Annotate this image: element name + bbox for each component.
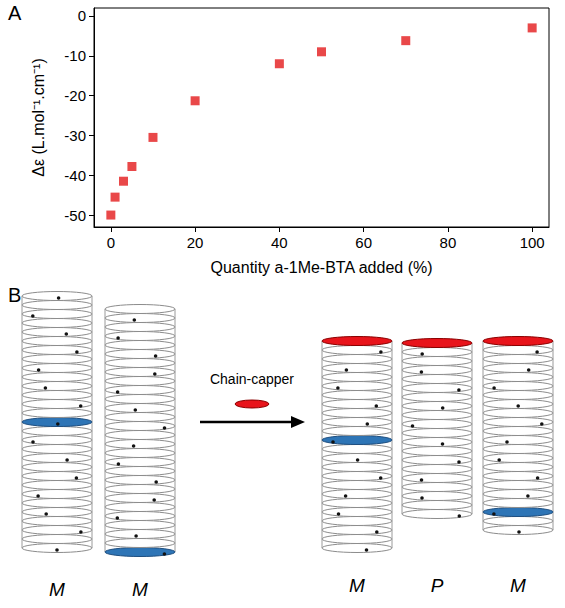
svg-text:0: 0 [78,7,86,24]
svg-text:P: P [431,575,444,596]
svg-text:20: 20 [187,234,204,251]
svg-text:40: 40 [271,234,288,251]
svg-text:Chain-capper: Chain-capper [210,371,294,387]
svg-text:Δε (L.mol⁻¹.cm⁻¹): Δε (L.mol⁻¹.cm⁻¹) [30,58,47,176]
svg-text:60: 60 [355,234,372,251]
svg-text:M: M [510,575,526,596]
svg-text:M: M [132,579,148,600]
svg-text:-10: -10 [64,47,86,64]
svg-text:-40: -40 [64,167,86,184]
svg-text:M: M [349,575,365,596]
html-text:B: B [8,284,22,306]
svg-text:-30: -30 [64,127,86,144]
svg-text:100: 100 [520,234,545,251]
svg-text:80: 80 [440,234,457,251]
html-text:A: A [8,2,22,24]
svg-text:-50: -50 [64,207,86,224]
svg-text:Quantity a-1Me-BTA added (%): Quantity a-1Me-BTA added (%) [210,259,432,276]
svg-text:-20: -20 [64,87,86,104]
svg-text:0: 0 [107,234,115,251]
svg-text:M: M [49,579,65,600]
